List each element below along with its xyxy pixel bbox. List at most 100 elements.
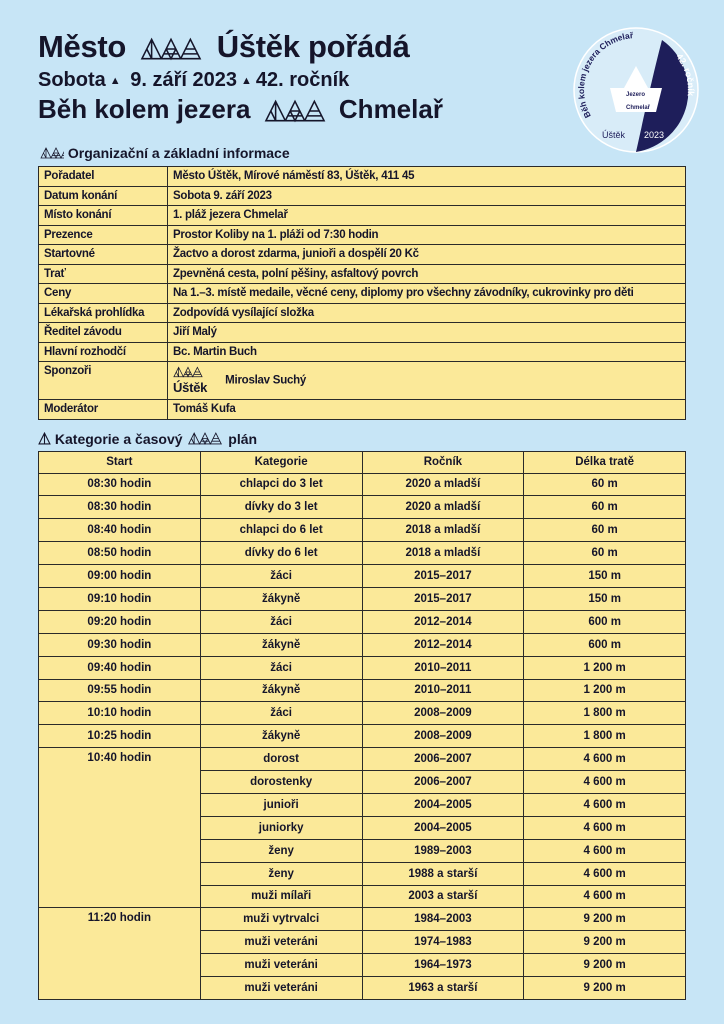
- info-label: Sponzoři: [38, 361, 168, 400]
- column-header: Kategorie: [199, 450, 363, 474]
- info-row: Trať Zpevněná cesta, polní pěšiny, asfalt…: [38, 263, 686, 284]
- birth-year: 2010–2011: [361, 655, 525, 680]
- schedule-row: ženy 1988 a starší 4 600 m: [39, 861, 686, 886]
- schedule-row: 10:25 hodin žákyně 2008–2009 1 800 m: [38, 724, 686, 749]
- category: ženy: [199, 861, 363, 886]
- info-label: Lékařská prohlídka: [38, 302, 168, 323]
- start-time: 09:00 hodin: [38, 564, 201, 588]
- info-value: Prostor Koliby na 1. pláži od 7:30 hodin: [167, 224, 686, 245]
- schedule-row: 10:10 hodin žáci 2008–2009 1 800 m: [38, 701, 686, 726]
- schedule-row: 09:10 hodin žákyně 2015–2017 150 m: [38, 586, 686, 611]
- distance: 4 600 m: [523, 861, 686, 886]
- info-value: Sobota 9. září 2023: [167, 185, 686, 206]
- schedule-row: 08:30 hodin chlapci do 3 let 2020 a mladší…: [38, 472, 686, 497]
- birth-year: 2006–2007: [361, 770, 525, 794]
- category: žáci: [199, 655, 363, 680]
- schedule-title-a: Kategorie a časový: [54, 430, 183, 447]
- distance: 1 800 m: [523, 701, 686, 726]
- schedule-row: 09:00 hodin žáci 2015–2017 150 m: [38, 564, 686, 588]
- birth-year: 2020 a mladší: [361, 495, 525, 520]
- category: muži veteráni: [199, 953, 363, 978]
- distance: 9 200 m: [523, 930, 686, 955]
- info-row: Sponzoři Úštěk Miroslav Suchý: [38, 361, 686, 400]
- category: dívky do 6 let: [199, 541, 363, 566]
- schedule-row: 11:20 hodin muži vytrvalci 1984–2003 9 200 …: [38, 907, 686, 1000]
- category: dorostenky: [199, 770, 363, 794]
- schedule-row: muži veteráni 1964–1973 9 200 m: [39, 953, 686, 978]
- info-label: Datum konání: [38, 185, 168, 206]
- info-row: Datum konání Sobota 9. září 2023: [38, 185, 686, 206]
- schedule-row: 09:40 hodin žáci 2010–2011 1 200 m: [38, 655, 686, 680]
- tents-icon: [173, 366, 203, 378]
- triangle-icon: ▲: [240, 74, 252, 87]
- schedule-row: juniorky 2004–2005 4 600 m: [39, 815, 686, 840]
- schedule-title-b: plán: [228, 430, 258, 447]
- birth-year: 2018 a mladší: [361, 541, 525, 566]
- category: junioři: [199, 792, 363, 817]
- title-city: Město: [38, 29, 127, 64]
- start-time: 11:20 hodin: [38, 907, 201, 1000]
- distance: 60 m: [523, 472, 686, 497]
- birth-year: 2012–2014: [361, 632, 525, 657]
- category: muži veteráni: [199, 930, 363, 955]
- distance: 1 800 m: [523, 724, 686, 749]
- category: žáci: [199, 609, 363, 634]
- birth-year: 2004–2005: [361, 815, 525, 840]
- tents-icon: [188, 432, 223, 444]
- category: žákyně: [199, 678, 363, 703]
- distance: 9 200 m: [523, 907, 686, 932]
- distance: 600 m: [523, 632, 686, 657]
- distance: 60 m: [523, 541, 686, 566]
- info-row: Ceny Na 1.–3. místě medaile, věcné ceny, …: [38, 283, 686, 304]
- sponsor-logo-ustek: Úštěk: [173, 366, 207, 395]
- distance: 60 m: [523, 518, 686, 543]
- day: Sobota: [38, 69, 106, 91]
- column-header: Ročník: [361, 450, 525, 474]
- info-label: Pořadatel: [38, 166, 168, 187]
- start-time: 10:25 hodin: [38, 724, 201, 749]
- title-line-2: Sobota ▲ 9. září 2023 ▲ 42. ročník: [38, 68, 349, 93]
- main-content: Organizační a základní informace Pořadat…: [38, 143, 686, 1000]
- info-value: Na 1.–3. místě medaile, věcné ceny, dipl…: [167, 283, 686, 304]
- info-section-title: Organizační a základní informace: [67, 145, 290, 161]
- distance: 4 600 m: [523, 747, 686, 772]
- category: dorost: [199, 747, 363, 772]
- start-time: 09:20 hodin: [38, 609, 201, 634]
- title-line-1: Město Úštěk pořádá: [38, 28, 410, 66]
- tents-icon: [141, 38, 202, 60]
- start-time: 09:40 hodin: [38, 655, 201, 680]
- info-row: Místo konání 1. pláž jezera Chmelař: [38, 205, 686, 226]
- sponsor-logo-text: Úštěk: [173, 380, 208, 395]
- distance: 150 m: [523, 586, 686, 611]
- distance: 150 m: [523, 564, 686, 588]
- category: chlapci do 3 let: [199, 472, 363, 497]
- info-label: Startovné: [38, 244, 168, 265]
- birth-year: 1974–1983: [361, 930, 525, 955]
- start-time: 08:50 hodin: [38, 541, 201, 566]
- start-time: 09:10 hodin: [38, 586, 201, 611]
- start-time: 09:30 hodin: [38, 632, 201, 657]
- info-row: Ředitel závodu Jiří Malý: [38, 322, 686, 343]
- event-name: Běh kolem jezera: [38, 94, 251, 124]
- info-label: Moderátor: [38, 399, 168, 420]
- birth-year: 2010–2011: [361, 678, 525, 703]
- schedule-row: 08:50 hodin dívky do 6 let 2018 a mladší 60…: [38, 541, 686, 566]
- birth-year: 2004–2005: [361, 792, 525, 817]
- distance: 4 600 m: [523, 792, 686, 817]
- schedule-section-heading: Kategorie a časový plán: [38, 429, 686, 449]
- column-header: Délka tratě: [523, 450, 686, 474]
- schedule-row: dorostenky 2006–2007 4 600 m: [39, 770, 686, 794]
- distance: 1 200 m: [523, 655, 686, 680]
- info-row: Moderátor Tomáš Kufa: [38, 399, 686, 420]
- distance: 9 200 m: [523, 953, 686, 978]
- badge-boat-line-1: Jezero: [626, 92, 645, 98]
- schedule-row: muži mílaři 2003 a starší 4 600 m: [39, 884, 686, 909]
- category: ženy: [199, 838, 363, 863]
- birth-year: 2008–2009: [361, 724, 525, 749]
- info-table: Pořadatel Město Úštěk, Mírové náměstí 83,…: [38, 166, 686, 420]
- info-label: Ředitel závodu: [38, 322, 168, 343]
- distance: 4 600 m: [523, 838, 686, 863]
- category: chlapci do 6 let: [199, 518, 363, 543]
- schedule-header-row: Start Kategorie Ročník Délka tratě: [38, 450, 686, 474]
- category: žáci: [199, 701, 363, 726]
